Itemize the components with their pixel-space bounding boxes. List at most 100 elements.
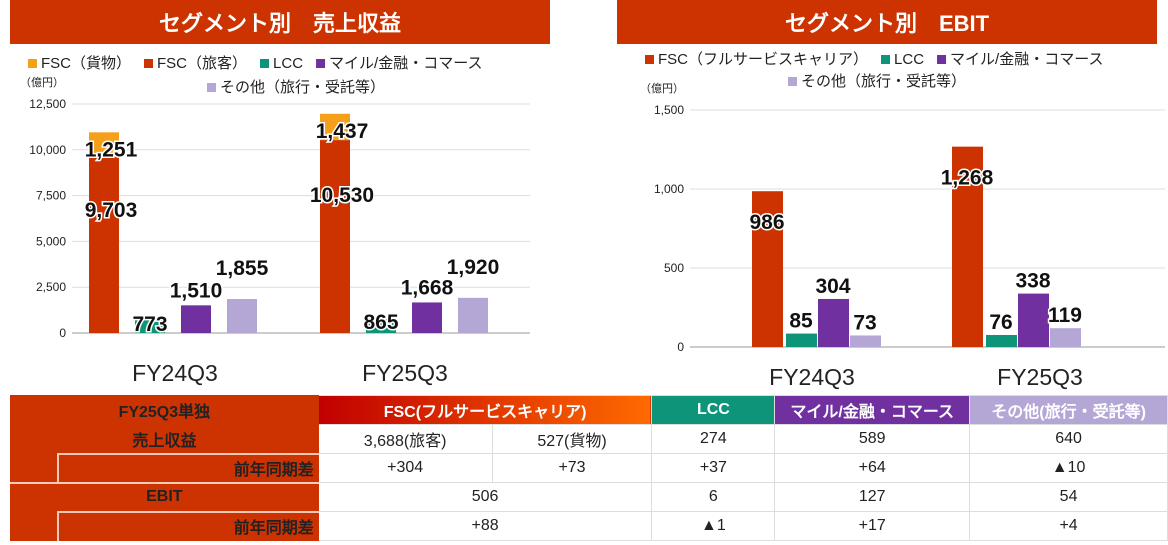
x-category-label: FY24Q3 [769,364,855,390]
y-tick-label: 1,000 [654,182,684,196]
data-label: 73 [853,311,876,334]
data-label: 1,855 [216,257,269,280]
data-label: 9,703 [85,199,138,222]
data-label: 986 [749,211,784,234]
cell: 54 [969,482,1168,512]
cell: 274 [651,424,776,454]
x-category-label: FY25Q3 [997,364,1083,390]
data-label: 773 [132,313,167,336]
bar-other [227,299,257,333]
table-header-row: FY25Q3単独 FSC(フルサービスキャリア) LCC マイル/金融・コマース… [10,395,1168,425]
legend-swatch [316,59,326,68]
y-tick-label: 0 [59,326,66,340]
cell: 640 [969,424,1168,454]
cell: +88 [317,511,653,541]
y-axis-unit: （億円） [640,82,684,95]
data-label: 1,251 [85,138,138,161]
cell: +304 [317,453,493,483]
indent-cell [10,511,59,541]
legend-swatch [144,59,154,68]
bar-lcc [986,334,1017,347]
corner-cell: FY25Q3単独 [10,395,319,425]
bar-fsc-passenger [89,155,119,333]
header-lcc: LCC [651,395,776,425]
header-mile: マイル/金融・コマース [774,395,971,425]
revenue-chart-title: セグメント別 売上収益 [10,0,550,44]
bar-mile [818,298,849,347]
bar-fsc_pax [752,191,783,347]
cell: +17 [774,511,971,541]
bar-mile [181,305,211,333]
cell: 506 [317,482,653,512]
legend-label: LCC [894,51,924,68]
table-row: 売上収益 3,688(旅客) 527(貨物) 274 589 640 [10,424,1168,454]
cell: +73 [491,453,653,483]
bar-lcc [366,317,396,333]
bar-lcc [135,318,165,333]
cell: +37 [651,453,776,483]
y-tick-label: 1,500 [654,103,684,117]
y-axis-unit: （億円） [20,76,64,89]
legend-swatch [937,55,947,64]
y-tick-label: 2,500 [36,280,66,294]
bar-mile [412,302,442,333]
bar-lcc [786,333,817,347]
data-label: 76 [989,311,1012,334]
legend-label: その他（旅行・受託等） [220,78,385,96]
legend-swatch [207,83,216,92]
data-label: 304 [815,275,850,298]
data-label: 1,920 [447,256,500,279]
header-other: その他(旅行・受託等) [969,395,1168,425]
legend-swatch [881,55,891,64]
indent-cell [10,453,59,483]
y-tick-label: 7,500 [36,189,66,203]
bar-fsc-cargo [89,132,119,156]
data-label: 1,510 [170,279,223,302]
data-label: 338 [1015,270,1050,293]
cell: +4 [969,511,1168,541]
row-label: 売上収益 [10,424,319,454]
y-tick-label: 10,000 [29,143,66,157]
cell: +64 [774,453,971,483]
data-label: 119 [1048,304,1082,327]
bar-fsc-passenger [320,140,350,333]
data-label: 10,530 [310,184,374,207]
bar-other [1050,328,1081,347]
legend-label: FSC（旅客） [157,55,247,72]
cell: 589 [774,424,971,454]
data-label: 1,437 [316,120,369,143]
row-label: 前年同期差 [57,452,319,483]
legend-label: LCC [273,55,303,72]
data-label: 85 [789,310,813,333]
y-tick-label: 0 [677,340,684,354]
legend-label: マイル/金融・コマース [329,55,482,72]
table-row: 前年同期差 +88 ▲1 +17 +4 [10,510,1168,541]
table-row: EBIT 506 6 127 54 [10,481,1168,512]
x-category-label: FY24Q3 [132,360,218,386]
x-category-label: FY25Q3 [362,360,448,386]
data-label: 865 [363,311,398,334]
cell: ▲10 [969,453,1168,483]
legend-label: FSC（フルサービスキャリア） [658,51,868,68]
row-label: 前年同期差 [57,510,319,541]
legend-swatch [260,59,270,68]
ebit-chart-title: セグメント別 EBIT [617,0,1157,44]
y-tick-label: 5,000 [36,234,66,248]
y-tick-label: 12,500 [29,97,66,111]
summary-table: FY25Q3単独 FSC(フルサービスキャリア) LCC マイル/金融・コマース… [10,395,1168,541]
cell: 127 [774,482,971,512]
table-row: 前年同期差 +304 +73 +37 +64 ▲10 [10,452,1168,483]
legend-swatch [788,77,797,86]
legend-label: FSC（貨物） [41,55,131,72]
header-fsc: FSC(フルサービスキャリア) [317,395,653,425]
legend-swatch [645,55,654,64]
bar-other [458,297,488,333]
cell: 6 [651,482,776,512]
data-label: 1,668 [401,276,454,299]
bar-mile [1018,293,1049,347]
cell: 3,688(旅客) [317,424,493,454]
cell: ▲1 [651,511,776,541]
row-label: EBIT [10,481,319,512]
data-label: 1,268 [941,167,994,190]
